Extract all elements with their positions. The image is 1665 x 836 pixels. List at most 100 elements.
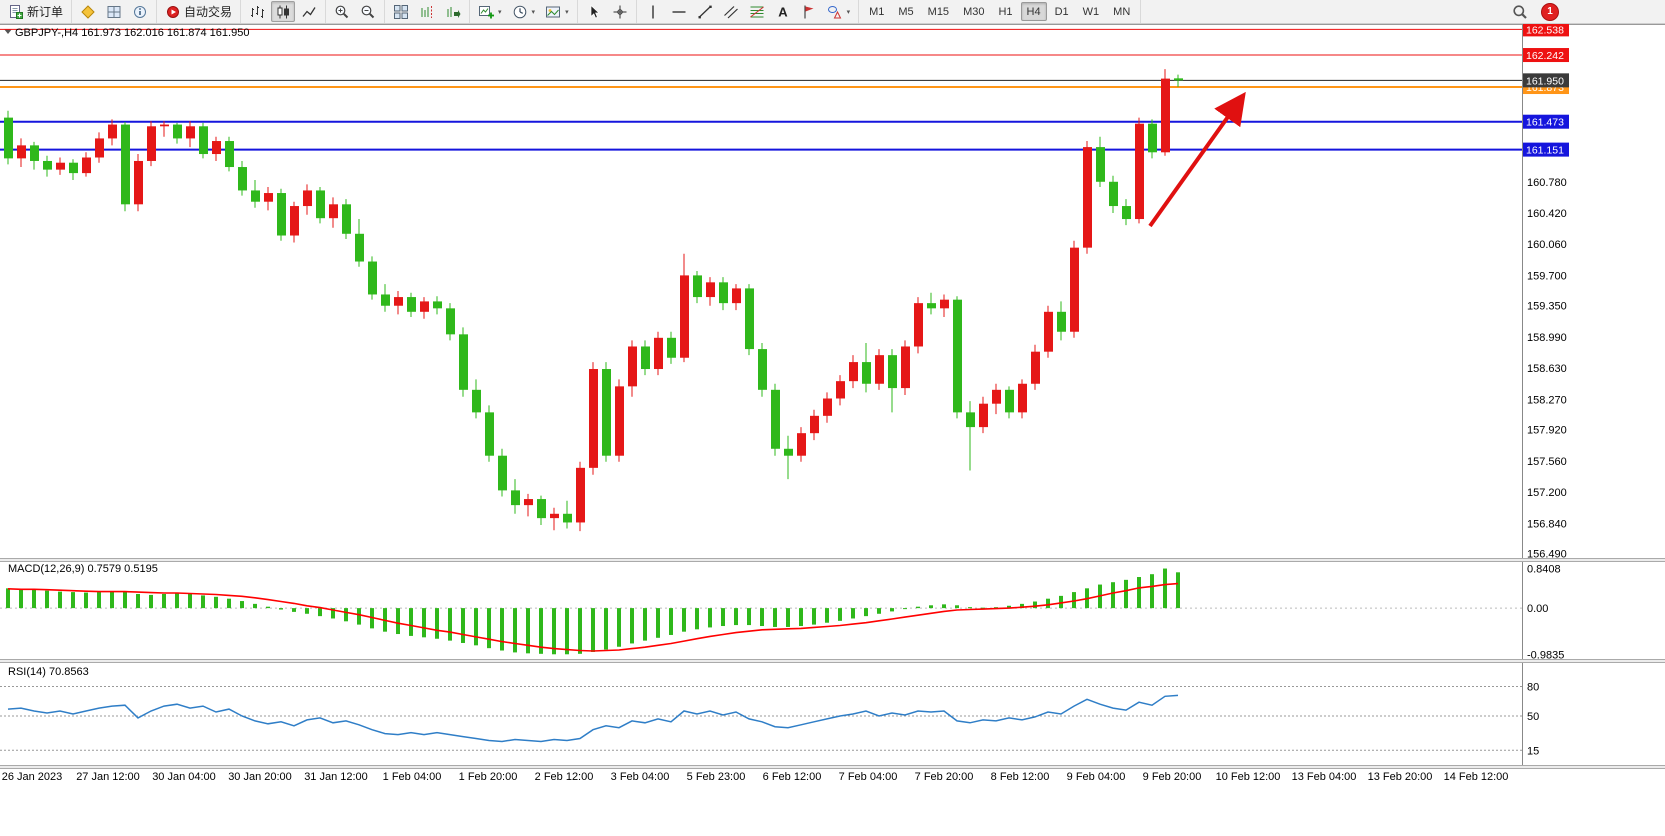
dropdown-caret-icon: ▾ <box>846 8 851 16</box>
macd-bar <box>955 605 959 609</box>
macd-bar <box>799 608 803 627</box>
macd-bar <box>942 604 946 609</box>
price-line-label-box <box>1523 142 1569 157</box>
bar-chart-mode-button[interactable] <box>245 1 269 22</box>
macd-bar <box>1111 582 1115 609</box>
trendline-button[interactable] <box>693 1 717 22</box>
macd-bar <box>526 608 530 654</box>
macd-bar <box>604 608 608 650</box>
chart-shift-button[interactable] <box>415 1 439 22</box>
candle <box>459 334 468 390</box>
cursor-button[interactable] <box>582 1 606 22</box>
macd-bar <box>708 608 712 628</box>
flag-icon <box>801 4 817 20</box>
toolbar-group <box>326 0 386 23</box>
new-order-button[interactable]: 新订单 <box>4 1 67 22</box>
search-button[interactable] <box>1508 1 1532 22</box>
candle <box>95 138 104 158</box>
auto-trading-button[interactable]: 自动交易 <box>161 1 236 22</box>
trend-arrow[interactable] <box>1148 91 1246 228</box>
shapes-button[interactable]: ▾ <box>823 1 855 22</box>
new-chart-button[interactable]: ▾ <box>474 1 506 22</box>
vertical-line-button[interactable] <box>641 1 665 22</box>
label-tool-button[interactable] <box>797 1 821 22</box>
macd-bar <box>227 598 231 609</box>
collapse-arrow-icon <box>4 29 12 34</box>
macd-bar <box>175 593 179 609</box>
candle <box>875 355 884 384</box>
zoom-out-button[interactable] <box>356 1 380 22</box>
timeframe-d1[interactable]: D1 <box>1054 5 1069 18</box>
macd-axis-label: 0.8408 <box>1527 564 1561 576</box>
horizontal-line-button[interactable] <box>667 1 691 22</box>
equidistant-channel-button[interactable] <box>719 1 743 22</box>
macd-axis-label: -0.9835 <box>1527 649 1564 661</box>
timeframe-m5[interactable]: M5 <box>898 5 914 18</box>
macd-bar <box>1137 577 1141 609</box>
macd-bar <box>357 608 361 625</box>
auto-scroll-button[interactable] <box>441 1 465 22</box>
fibonacci-button[interactable] <box>745 1 769 22</box>
macd-bar <box>500 608 504 651</box>
candle <box>953 299 962 413</box>
line-chart-icon <box>301 4 317 20</box>
macd-bar <box>656 608 660 638</box>
new-order-button-label: 新订单 <box>27 5 64 19</box>
candle <box>433 301 442 309</box>
dropdown-caret-icon: ▾ <box>565 8 569 16</box>
candle <box>992 389 1001 404</box>
timeframe-m30[interactable]: M30 <box>963 5 985 18</box>
timeframe-m1[interactable]: M1 <box>869 5 885 18</box>
zoom-in-button[interactable] <box>330 1 354 22</box>
data-window-button[interactable] <box>128 1 152 22</box>
macd-bar <box>916 606 920 609</box>
timeframe-w1[interactable]: W1 <box>1082 5 1100 18</box>
candle <box>628 346 637 387</box>
market-watch-button[interactable] <box>102 1 126 22</box>
timeframe-mn[interactable]: MN <box>1113 5 1131 18</box>
price-axis[interactable]: 160.780 160.420 160.060 159.700 159.350 158.9… <box>1523 22 1569 561</box>
channel-icon <box>723 4 739 20</box>
clock-icon <box>512 4 528 20</box>
notification-badge[interactable]: 1 <box>1541 2 1559 21</box>
candle <box>576 467 585 523</box>
period-selector-button[interactable]: ▾ <box>508 1 540 22</box>
macd-bar <box>331 608 335 619</box>
price-line-label-box <box>1523 73 1569 88</box>
candle <box>1083 147 1092 248</box>
timeframe-h4[interactable]: H4 <box>1020 2 1047 21</box>
candle <box>940 299 949 309</box>
crosshair-button[interactable] <box>608 1 632 22</box>
timeframe-m15[interactable]: M15 <box>927 5 950 18</box>
horizontal-lines[interactable] <box>0 28 1522 151</box>
candle <box>498 455 507 491</box>
arrange-windows-button[interactable] <box>389 1 413 22</box>
price-axis-label: 158.630 <box>1527 363 1567 375</box>
candle <box>394 297 403 306</box>
time-axis-label: 13 Feb 04:00 <box>1292 771 1357 783</box>
text-tool-button[interactable]: A <box>771 1 795 22</box>
chart-frame <box>0 24 1665 769</box>
candle <box>1174 78 1183 81</box>
time-axis[interactable]: 26 Jan 2023 27 Jan 12:00 30 Jan 04:00 30 Ja… <box>2 771 1509 783</box>
macd-bar <box>669 608 673 635</box>
time-axis-label: 1 Feb 20:00 <box>459 771 518 783</box>
candle <box>745 288 754 350</box>
macd-bar <box>1150 574 1154 609</box>
line-chart-mode-button[interactable] <box>297 1 321 22</box>
metaeditor-button[interactable] <box>76 1 100 22</box>
candle <box>589 369 598 468</box>
candle <box>732 288 741 304</box>
candle <box>1122 206 1131 220</box>
macd-bar <box>1163 568 1167 609</box>
timeframe-h1[interactable]: H1 <box>998 5 1013 18</box>
candlestick-mode-button[interactable] <box>271 1 296 22</box>
rsi-label: RSI(14) 70.8563 <box>8 666 89 678</box>
macd-axis-label: 0.00 <box>1527 603 1548 615</box>
time-axis-label: 27 Jan 12:00 <box>76 771 140 783</box>
candle <box>147 126 156 161</box>
template-button[interactable]: ▾ <box>541 1 573 22</box>
price-axis-label: 160.060 <box>1527 239 1567 251</box>
macd-bar <box>305 608 309 614</box>
